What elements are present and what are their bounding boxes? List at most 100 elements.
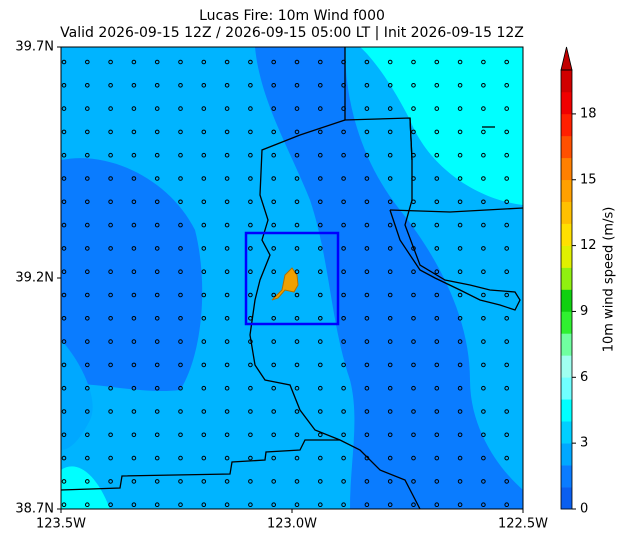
wind-dot [318, 199, 323, 205]
wind-dot [411, 83, 416, 88]
wind-dot [341, 199, 346, 205]
wind-dot [271, 269, 277, 275]
wind-dot [411, 59, 416, 65]
wind-dot [248, 385, 253, 391]
wind-dot [201, 316, 207, 321]
wind-dot [61, 269, 67, 275]
wind-dot [178, 316, 183, 321]
wind-dot [201, 199, 207, 205]
wind-dot [85, 246, 90, 251]
wind-dot [411, 129, 416, 135]
wind-dot [85, 409, 90, 414]
wind-dot [108, 222, 113, 228]
wind-dot [248, 479, 253, 484]
wind-dot [154, 292, 160, 298]
wind-dot [318, 83, 323, 88]
wind-dot [201, 432, 207, 438]
wind-dot [504, 106, 510, 111]
wind-dot [108, 269, 113, 275]
wind-dot [387, 502, 393, 508]
wind-dot [481, 502, 486, 508]
wind-dot [271, 59, 277, 65]
wind-dot [434, 409, 440, 414]
colorbar-frame [560, 69, 573, 510]
wind-dot [131, 199, 137, 205]
wind-dot [224, 455, 230, 461]
wind-dot [364, 83, 370, 88]
wind-dot [364, 269, 370, 275]
wind-dot [224, 385, 230, 391]
wind-dot [457, 222, 463, 228]
colorbar-swatch [561, 201, 572, 224]
colorbar-swatch [561, 223, 572, 246]
wind-dot [434, 83, 440, 88]
wind-dot [318, 385, 323, 391]
wind-dot [341, 362, 346, 368]
wind-dot [201, 502, 207, 508]
wind-dot [108, 292, 113, 298]
wind-dot [481, 129, 486, 135]
wind-dot [387, 362, 393, 368]
wind-dot [61, 246, 67, 251]
wind-dot [224, 129, 230, 135]
wind-dot [364, 59, 370, 65]
wind-dot [224, 409, 230, 414]
wind-dot [411, 199, 416, 205]
wind-dot [387, 316, 393, 321]
wind-dot [108, 339, 113, 344]
x-tick-label: 122.5W [498, 517, 548, 532]
wind-dot [387, 339, 393, 344]
wind-dot [178, 409, 183, 414]
wind-dot [411, 269, 416, 275]
wind-dot [434, 502, 440, 508]
wind-dot [224, 362, 230, 368]
wind-dot [318, 106, 323, 111]
wind-dot [248, 339, 253, 344]
wind-dot [85, 83, 90, 88]
colorbar-swatch [561, 289, 572, 312]
colorbar-label: 10m wind speed (m/s) [602, 207, 617, 353]
wind-dot [85, 129, 90, 135]
wind-dot [61, 152, 67, 158]
wind-dot [248, 455, 253, 461]
wind-dot [481, 269, 486, 275]
wind-dot [154, 502, 160, 508]
wind-dot [201, 176, 207, 181]
wind-dot [341, 432, 346, 438]
wind-dot [387, 152, 393, 158]
wind-dot [131, 269, 137, 275]
wind-dot [224, 199, 230, 205]
wind-dot [131, 432, 137, 438]
wind-dot [201, 59, 207, 65]
wind-dot [364, 432, 370, 438]
wind-dot [341, 502, 346, 508]
wind-dot [504, 502, 510, 508]
wind-dot [178, 106, 183, 111]
wind-dot [294, 316, 300, 321]
wind-dot [271, 152, 277, 158]
wind-dot [61, 199, 67, 205]
wind-dot [294, 199, 300, 205]
wind-dot [154, 176, 160, 181]
wind-dot [201, 222, 207, 228]
wind-dot [364, 455, 370, 461]
wind-dot [131, 292, 137, 298]
wind-dot [61, 292, 67, 298]
wind-dot [411, 106, 416, 111]
wind-dot [85, 362, 90, 368]
wind-dot [178, 502, 183, 508]
wind-dot [411, 479, 416, 484]
wind-dot [504, 222, 510, 228]
wind-dot [85, 432, 90, 438]
wind-dot [364, 339, 370, 344]
wind-dot [504, 176, 510, 181]
colorbar-extend [560, 46, 573, 71]
wind-dot [481, 152, 486, 158]
wind-dot [341, 106, 346, 111]
colorbar-tick-label: 15 [580, 172, 597, 187]
wind-dot [248, 59, 253, 65]
wind-dot [224, 292, 230, 298]
wind-dot [108, 432, 113, 438]
wind-dot [248, 83, 253, 88]
wind-dot [61, 222, 67, 228]
